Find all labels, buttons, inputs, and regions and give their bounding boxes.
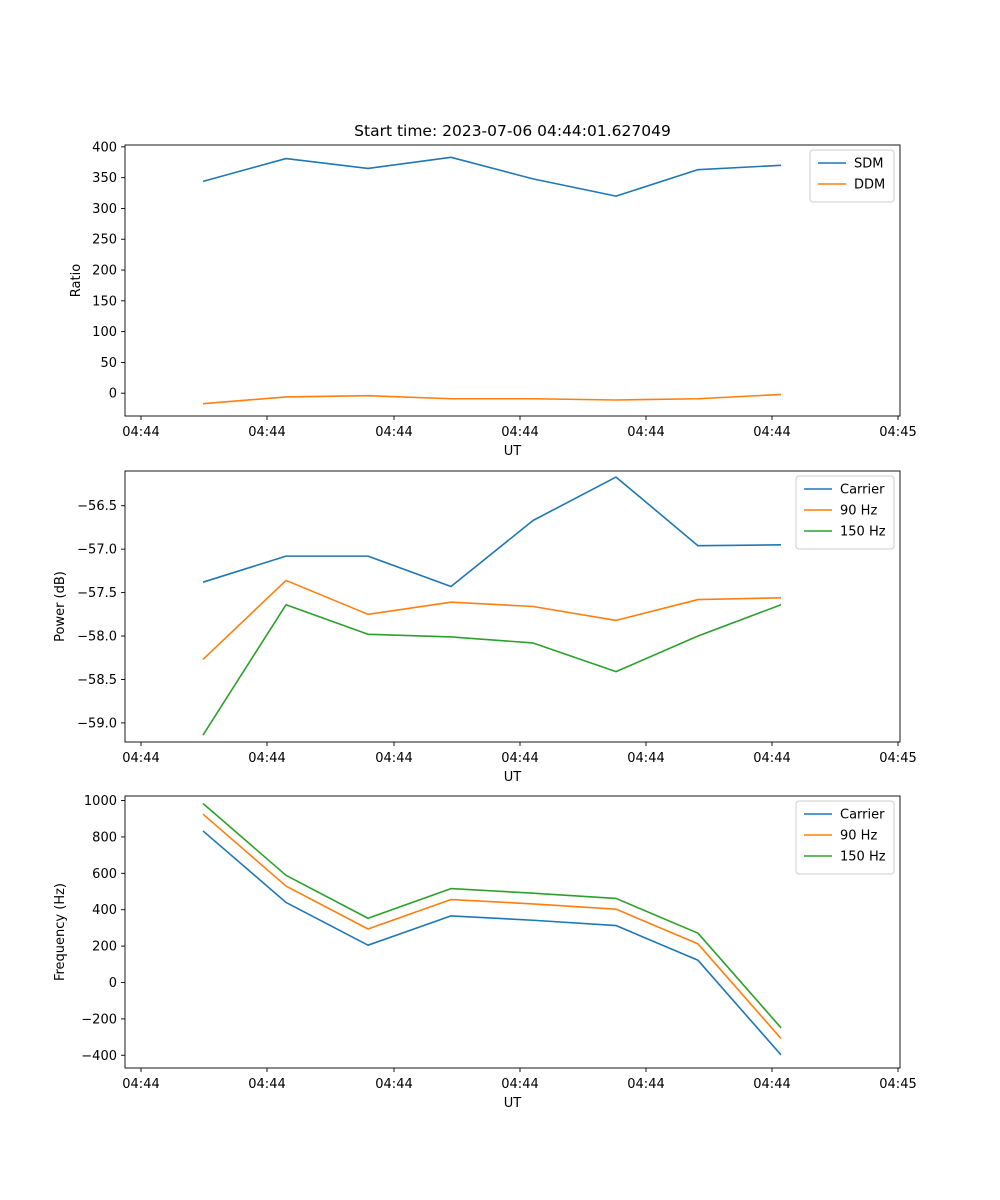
y-tick-label: 250	[92, 233, 117, 248]
legend-label: SDM	[854, 157, 883, 172]
x-axis-label: UT	[504, 444, 522, 459]
legend: Carrier 90 Hz 150 Hz	[795, 475, 895, 550]
chart-title: Start time: 2023-07-06 04:44:01.627049	[354, 122, 671, 140]
axes-frame	[124, 795, 901, 1069]
x-axis-label: UT	[504, 1096, 522, 1111]
y-axis-label: Power (dB)	[53, 571, 68, 642]
x-tick-label: 04:44	[753, 1077, 790, 1092]
y-axis-label: Ratio	[69, 264, 84, 297]
x-tick-label: 04:44	[122, 1077, 159, 1092]
axes-frame	[124, 470, 901, 743]
x-tick-label: 04:44	[627, 751, 664, 766]
y-tick-label: −59.0	[77, 716, 117, 731]
series-line-150-hz	[202, 802, 782, 1029]
y-tick-label: 1000	[84, 794, 117, 809]
series-line-sdm	[202, 156, 782, 197]
y-tick-label: −56.5	[77, 499, 117, 514]
legend-label: 90 Hz	[840, 829, 877, 844]
axes-frame	[124, 144, 901, 417]
chart-2: 04:44 04:44 04:44 04:44 04:44 04:44 04:45 −59.0…	[53, 470, 917, 785]
y-tick-label: −58.0	[77, 630, 117, 645]
x-tick-label: 04:44	[753, 425, 790, 440]
x-axis-label: UT	[504, 770, 522, 785]
legend-label: Carrier	[840, 808, 885, 823]
y-tick-label: −57.0	[77, 543, 117, 558]
x-tick-label: 04:44	[375, 425, 412, 440]
x-tick-label: 04:44	[248, 425, 285, 440]
legend-label: DDM	[854, 178, 885, 193]
chart-3: 04:44 04:44 04:44 04:44 04:44 04:44 04:45 −400 −…	[53, 794, 917, 1111]
y-axis-label: Frequency (Hz)	[53, 883, 68, 981]
y-tick-label: −200	[81, 1012, 117, 1027]
y-tick-label: 200	[92, 264, 117, 279]
x-tick-label: 04:44	[753, 751, 790, 766]
y-tick-label: 300	[92, 202, 117, 217]
x-tick-label: 04:44	[248, 1077, 285, 1092]
chart-1: Start time: 2023-07-06 04:44:01.62704904…	[69, 122, 917, 459]
x-tick-label: 04:44	[501, 751, 538, 766]
x-tick-label: 04:44	[501, 425, 538, 440]
series-line-90-hz	[202, 813, 782, 1040]
x-tick-label: 04:44	[122, 425, 159, 440]
y-tick-label: 0	[109, 976, 117, 991]
x-tick-label: 04:44	[375, 1077, 412, 1092]
series-line-ddm	[202, 393, 782, 405]
legend-label: 150 Hz	[840, 525, 886, 540]
y-tick-label: 150	[92, 294, 117, 309]
series-line-90-hz	[202, 579, 782, 661]
x-tick-label: 04:44	[501, 1077, 538, 1092]
x-tick-label: 04:44	[248, 751, 285, 766]
y-tick-label: 50	[100, 356, 117, 371]
y-tick-label: 100	[92, 325, 117, 340]
y-tick-label: 800	[92, 830, 117, 845]
x-tick-label: 04:44	[122, 751, 159, 766]
legend-label: Carrier	[840, 483, 885, 498]
y-tick-label: −57.5	[77, 586, 117, 601]
y-tick-label: 600	[92, 867, 117, 882]
y-tick-label: 350	[92, 171, 117, 186]
legend-label: 90 Hz	[840, 504, 877, 519]
y-tick-label: 200	[92, 940, 117, 955]
legend: Carrier 90 Hz 150 Hz	[795, 800, 895, 875]
series-line-150-hz	[202, 603, 782, 736]
x-tick-label: 04:45	[879, 425, 916, 440]
x-tick-label: 04:45	[879, 1077, 916, 1092]
x-tick-label: 04:44	[627, 425, 664, 440]
series-line-carrier	[202, 476, 782, 588]
y-tick-label: 400	[92, 903, 117, 918]
x-tick-label: 04:45	[879, 751, 916, 766]
x-tick-label: 04:44	[375, 751, 412, 766]
y-tick-label: 0	[109, 387, 117, 402]
y-tick-label: −58.5	[77, 673, 117, 688]
y-tick-label: 400	[92, 140, 117, 155]
x-tick-label: 04:44	[627, 1077, 664, 1092]
series-line-carrier	[202, 830, 782, 1056]
legend-label: 150 Hz	[840, 850, 886, 865]
legend: SDM DDM	[809, 149, 895, 203]
y-tick-label: −400	[81, 1049, 117, 1064]
